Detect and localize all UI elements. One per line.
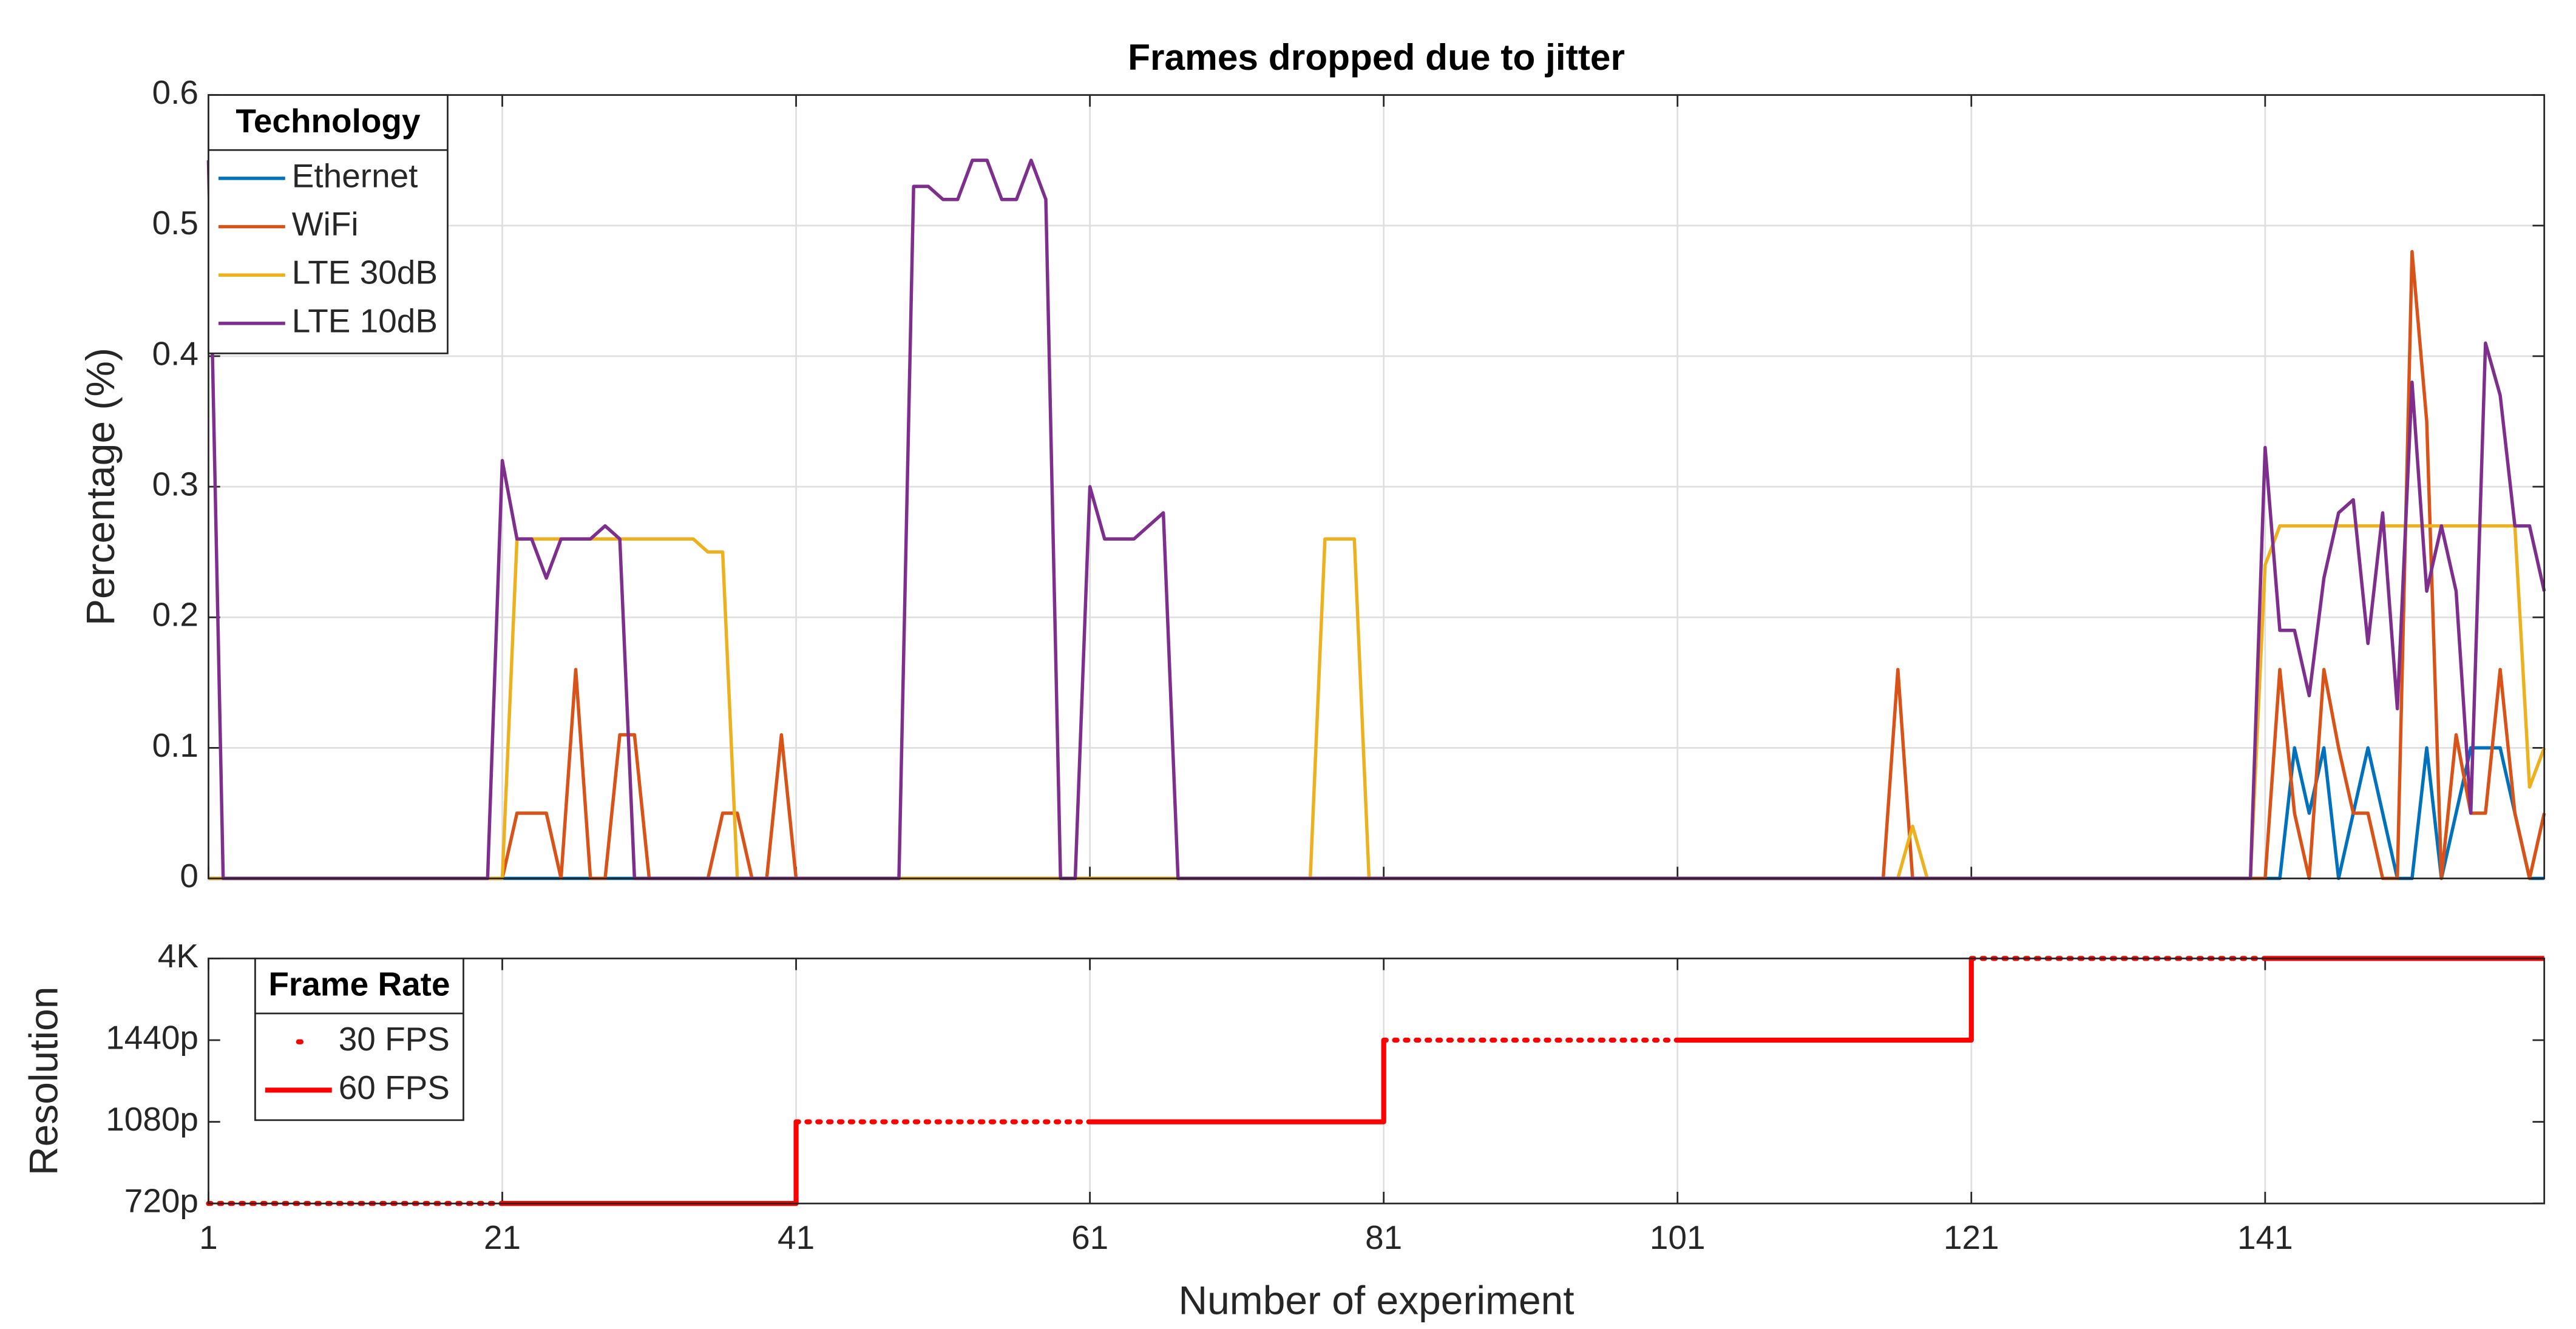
legend-label: LTE 30dB [292,254,438,291]
y-tick-label: 720p [124,1182,198,1220]
legend-title: Frame Rate [268,965,450,1003]
x-tick-label: 61 [1071,1219,1108,1256]
legend-label: 30 FPS [339,1020,450,1058]
legend-label: 60 FPS [339,1069,450,1106]
y-tick-label: 0.6 [152,73,198,111]
series-line [208,524,2546,881]
legend-label: LTE 10dB [292,302,438,339]
y-tick-label: 0.3 [152,465,198,503]
series-line [206,158,2546,881]
x-tick-label: 41 [778,1219,815,1256]
x-tick-label: 141 [2237,1219,2293,1256]
legend: Technology Ethernet WiFi LTE 30dB LTE 10dB [208,94,449,354]
y-tick-label: 0.1 [152,726,198,764]
x-tick-label: 21 [484,1219,521,1256]
y-axis-label: Percentage (%) [78,348,123,626]
x-tick-label: 1 [199,1219,218,1256]
x-tick-label: 101 [1650,1219,1706,1256]
y-tick-label: 4K [158,937,199,975]
legend: Frame Rate 30 FPS 60 FPS [254,958,464,1121]
y-tick-label: 0.4 [152,334,198,372]
y-axis-label: Resolution [21,987,66,1175]
x-tick-label: 121 [1944,1219,1999,1256]
axes-box [208,94,2546,879]
legend-label: WiFi [292,205,359,243]
axes-box [208,958,2546,1205]
y-tick-label: 0 [180,857,198,894]
legend-label: Ethernet [292,157,418,194]
y-tick-label: 1080p [106,1100,198,1138]
x-tick-label: 81 [1365,1219,1402,1256]
plot-area [208,958,2544,1204]
legend-title: Technology [236,102,421,140]
y-tick-label: 0.5 [152,204,198,242]
legend-box [254,958,464,1121]
x-axis-label: Number of experiment [1179,1277,1574,1322]
y-tick-label: 0.2 [152,596,198,634]
legend-box [208,94,449,354]
y-tick-label: 1440p [106,1019,198,1057]
chart-title: Frames dropped due to jitter [1128,36,1625,78]
